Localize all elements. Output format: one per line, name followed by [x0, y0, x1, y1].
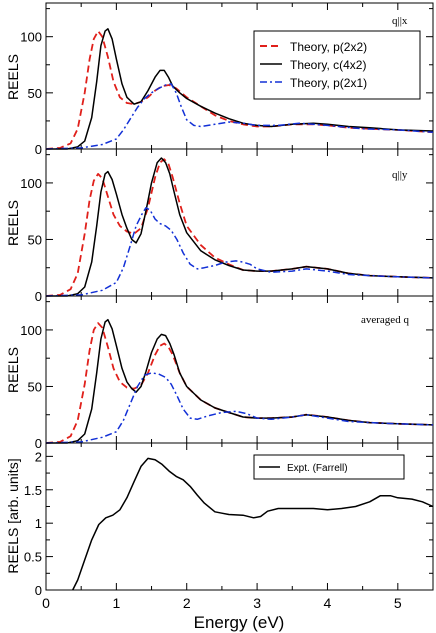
y-tick-label: 50 [28, 232, 42, 247]
panel-4-lines [72, 457, 434, 591]
series-line-theory-c-4x2 [46, 157, 434, 297]
panel-4-yticks: 0 0.5 1 1.5 2 [24, 449, 433, 598]
panel-4-ylabel: REELS [arb. units] [5, 458, 21, 573]
x-tick-label: 3 [253, 595, 261, 611]
x-tick-label: 4 [324, 595, 332, 611]
series-line-theory-c-4x2 [46, 318, 434, 444]
y-tick-label: 100 [20, 176, 42, 191]
legend-label-expt: Expt. (Farrell) [287, 463, 348, 474]
y-tick-label: 0 [35, 436, 42, 451]
x-axis-label: Energy (eV) [194, 613, 285, 632]
panel-2-lines [45, 157, 434, 297]
panel-1-legend: Theory, p(2x2) Theory, c(4x2) Theory, p(… [253, 30, 421, 100]
panel-2-yticks: 0 50 100 [20, 154, 433, 304]
legend-label-p2x2: Theory, p(2x2) [290, 40, 367, 54]
series-line-theory-p-2x1 [45, 83, 434, 150]
y-tick-label: 50 [28, 379, 42, 394]
panel-3: 0 50 100 averaged q REELS [5, 295, 434, 451]
legend-label-c4x2: Theory, c(4x2) [290, 58, 366, 72]
series-line-theory-p-2x2 [45, 322, 434, 444]
series-line-theory-p-2x1 [45, 207, 434, 297]
panel-2-xticks [45, 149, 434, 296]
panel-2-frame [45, 148, 434, 297]
x-tick-label: 5 [394, 595, 402, 611]
y-tick-label: 0 [35, 583, 42, 598]
x-tick-labels: 0 1 2 3 4 5 [42, 595, 402, 611]
panel-3-lines [45, 318, 434, 444]
panel-4: 0 0.5 1 1.5 2 REELS [arb. units] Expt. (Farr… [5, 442, 434, 632]
panel-3-ylabel: REELS [5, 347, 21, 393]
panel-4-frame [45, 442, 434, 591]
panel-2: 0 50 100 q||y REELS [5, 148, 434, 304]
y-tick-label: 1 [35, 516, 42, 531]
x-tick-label: 1 [112, 595, 120, 611]
panel-1-lines [45, 28, 434, 150]
series-line-expt-farrell [72, 457, 434, 591]
panel-3-xticks [45, 296, 434, 443]
series-line-theory-p-2x1 [45, 372, 434, 444]
legend-box [253, 30, 421, 100]
x-tick-label: 2 [183, 595, 191, 611]
panel-4-xticks [45, 443, 434, 590]
y-tick-label: 0 [35, 142, 42, 157]
panel-1-annotation: q||x [392, 15, 408, 27]
y-tick-label: 100 [20, 30, 42, 45]
panel-1: 0 50 100 q||x REELS Theory, p(2x2) Theory,… [5, 2, 434, 157]
panel-2-ylabel: REELS [5, 200, 21, 246]
panel-3-annotation: averaged q [361, 314, 409, 326]
x-tick-label: 0 [42, 595, 50, 611]
panel-2-annotation: q||y [392, 169, 408, 181]
y-tick-label: 100 [20, 323, 42, 338]
panel-4-legend: Expt. (Farrell) [253, 454, 405, 480]
y-tick-label: 2 [35, 449, 42, 464]
y-tick-label: 50 [28, 86, 42, 101]
legend-label-p2x1: Theory, p(2x1) [290, 76, 367, 90]
panel-1-ylabel: REELS [5, 54, 21, 100]
y-tick-label: 1.5 [24, 483, 42, 498]
panel-1-yticks: 0 50 100 [20, 8, 433, 157]
y-tick-label: 0 [35, 289, 42, 304]
panel-1-xticks [45, 3, 434, 149]
y-tick-label: 0.5 [24, 550, 42, 565]
panel-3-yticks: 0 50 100 [20, 301, 433, 451]
